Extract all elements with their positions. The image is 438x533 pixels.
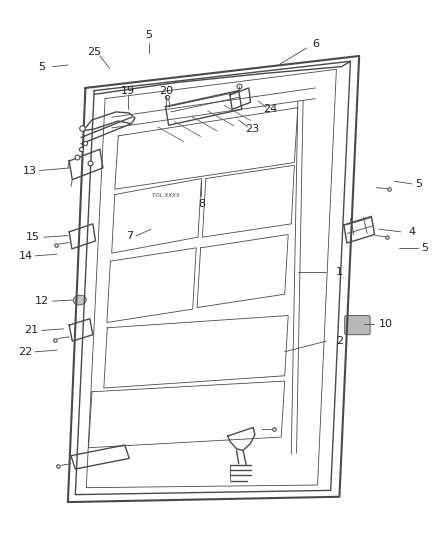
Text: 1: 1 <box>336 267 343 277</box>
Text: 25: 25 <box>87 47 101 57</box>
Text: 5: 5 <box>38 62 45 71</box>
Text: 12: 12 <box>35 296 49 306</box>
Text: 8: 8 <box>198 199 205 208</box>
Text: 5: 5 <box>415 179 422 189</box>
Text: 10: 10 <box>378 319 392 329</box>
Ellipse shape <box>73 295 86 305</box>
Text: 4: 4 <box>408 227 415 237</box>
Text: 13: 13 <box>23 166 37 175</box>
Text: 15: 15 <box>26 232 40 242</box>
Text: 5: 5 <box>421 243 428 253</box>
Text: 24: 24 <box>264 104 278 114</box>
Text: 2: 2 <box>336 336 343 346</box>
Text: 20: 20 <box>159 86 173 95</box>
Text: 14: 14 <box>18 251 32 261</box>
Text: 22: 22 <box>18 347 32 357</box>
Text: 21: 21 <box>25 326 39 335</box>
Text: 23: 23 <box>245 124 259 134</box>
Text: 7: 7 <box>126 231 133 241</box>
FancyBboxPatch shape <box>345 316 370 335</box>
Text: 6: 6 <box>312 39 319 49</box>
Text: 5: 5 <box>145 30 152 39</box>
Text: 19: 19 <box>121 86 135 95</box>
Text: TOL XXXX: TOL XXXX <box>152 193 180 198</box>
